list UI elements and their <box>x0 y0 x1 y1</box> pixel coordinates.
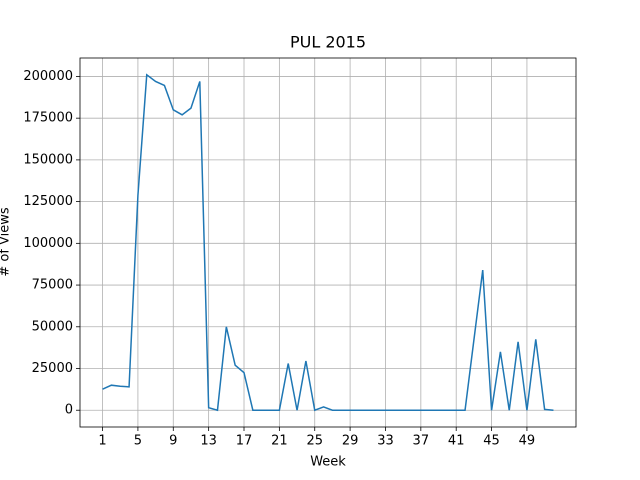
chart-title: PUL 2015 <box>290 33 366 52</box>
x-tick-label: 9 <box>169 434 177 449</box>
y-tick-label: 200000 <box>23 69 73 84</box>
y-tick-label: 50000 <box>32 319 73 334</box>
y-tick-label: 150000 <box>23 152 73 167</box>
x-tick-label: 41 <box>448 434 465 449</box>
y-tick-label: 125000 <box>23 194 73 209</box>
x-tick-label: 1 <box>98 434 106 449</box>
y-tick-label: 175000 <box>23 111 73 126</box>
x-tick-label: 37 <box>413 434 430 449</box>
x-tick-label: 49 <box>519 434 536 449</box>
x-tick-label: 33 <box>377 434 394 449</box>
x-tick-label: 13 <box>200 434 217 449</box>
y-tick-label: 0 <box>65 403 73 418</box>
x-tick-label: 25 <box>306 434 323 449</box>
plot-frame <box>79 57 577 428</box>
x-tick-label: 21 <box>271 434 288 449</box>
x-tick-label: 45 <box>483 434 500 449</box>
data-line <box>102 73 554 412</box>
y-tick-label: 100000 <box>23 236 73 251</box>
x-tick-label: 29 <box>342 434 359 449</box>
y-tick-label: 75000 <box>32 278 73 293</box>
y-tick-label: 25000 <box>32 361 73 376</box>
x-tick-label: 5 <box>134 434 142 449</box>
x-axis-label: Week <box>310 455 346 470</box>
y-axis-label: # of Views <box>0 207 13 277</box>
x-tick-label: 17 <box>236 434 253 449</box>
